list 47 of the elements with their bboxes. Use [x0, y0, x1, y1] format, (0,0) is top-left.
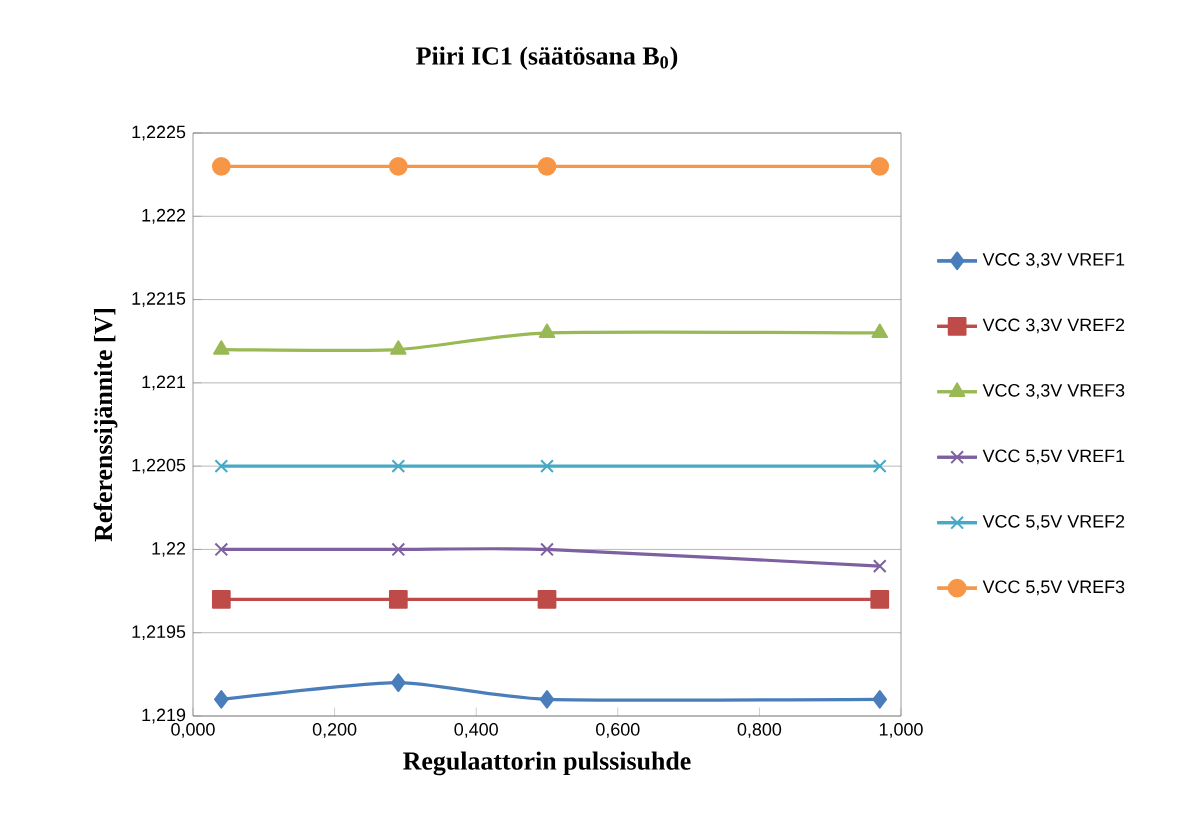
point: [540, 542, 554, 557]
point: [872, 459, 887, 474]
point: [214, 542, 229, 557]
point: [211, 590, 231, 609]
y-tick-label: 1,22: [152, 542, 186, 557]
point: [540, 459, 554, 474]
y-axis-title: Referenssijännite [V]: [93, 309, 118, 542]
x-axis-title: Regulaattorin pulssisuhde: [403, 751, 691, 776]
point: [211, 156, 231, 176]
point: [871, 323, 889, 339]
point: [872, 559, 887, 573]
legend-label: VCC 5,5V VREF2: [982, 514, 1125, 530]
y-tick-label: 1,222: [142, 208, 186, 224]
chart-title: Piiri IC1 (säätösana B$_{0}$): [416, 46, 678, 70]
y-tick-label: 1,2215: [132, 292, 186, 307]
point: [872, 689, 888, 709]
legend-label: VCC 3,3V VREF2: [982, 318, 1125, 334]
x-tick-label: 0,200: [312, 723, 357, 738]
point: [539, 689, 555, 709]
point: [213, 340, 230, 355]
point: [388, 156, 408, 176]
x-tick-label: 0,400: [454, 723, 498, 738]
x-tick-label: 0,600: [596, 723, 640, 738]
point: [214, 689, 229, 709]
point: [388, 590, 408, 609]
x-tick-label: 0,800: [737, 723, 782, 738]
point: [870, 156, 890, 176]
y-tick-label: 1,2225: [132, 125, 186, 141]
point: [391, 542, 406, 557]
legend-label: VCC 5,5V VREF3: [982, 580, 1125, 596]
point: [538, 323, 556, 339]
point: [214, 459, 229, 474]
y-tick-label: 1,221: [142, 375, 186, 391]
point: [537, 156, 557, 176]
point: [391, 673, 406, 693]
y-tick-label: 1,219: [142, 708, 186, 724]
point: [390, 340, 407, 355]
y-tick-label: 1,2195: [132, 625, 186, 641]
legend-label: VCC 3,3V VREF3: [982, 384, 1125, 399]
y-tick-label: 1,2205: [132, 458, 186, 474]
x-tick-label: 1,000: [879, 723, 923, 738]
point: [537, 590, 557, 609]
legend-label: VCC 5,5V VREF1: [982, 449, 1125, 465]
legend-label: VCC 3,3V VREF1: [982, 253, 1125, 268]
point: [870, 590, 890, 609]
point: [391, 459, 406, 474]
x-tick-label: 0,000: [171, 723, 215, 738]
